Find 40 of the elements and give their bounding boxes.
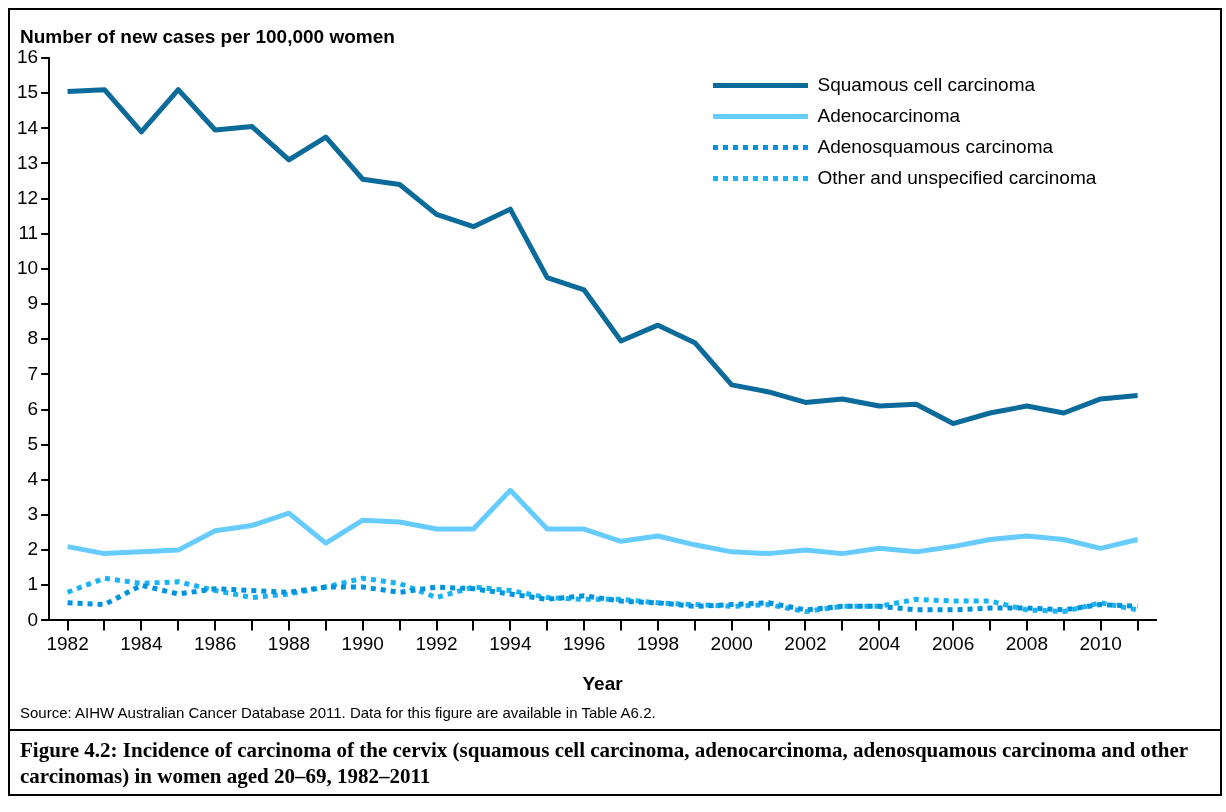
y-tick-label: 9 <box>27 292 39 314</box>
y-tick-label: 6 <box>27 397 39 419</box>
y-tick-label: 16 <box>16 46 39 68</box>
x-tick-label: 1994 <box>489 633 532 655</box>
x-tick-label: 1996 <box>562 633 606 655</box>
x-tick-label: 2000 <box>710 633 753 655</box>
y-tick-label: 0 <box>27 608 39 630</box>
x-axis-title: Year <box>582 672 624 694</box>
y-tick-label: 15 <box>16 81 39 103</box>
x-tick-label: 1982 <box>46 633 89 655</box>
text: Figure 4.2: Incidence of carcinoma of the cervix (squamous cell carcinoma, adenocarcinoma, adenosquamous carcinoma and other carcinomas) in women aged 20–69, 1982–2011 <box>10 729 1220 794</box>
x-tick-label: 2010 <box>1079 633 1122 655</box>
y-tick-label: 13 <box>16 151 39 173</box>
legend-label: Adenocarcinoma <box>817 104 961 126</box>
y-tick-label: 5 <box>27 432 39 454</box>
y-tick-label: 3 <box>27 503 39 525</box>
x-tick-label: 1984 <box>120 633 163 655</box>
y-tick-label: 14 <box>16 116 39 138</box>
x-tick-label: 1986 <box>194 633 237 655</box>
x-tick-label: 2006 <box>931 633 975 655</box>
y-tick-label: 1 <box>27 573 39 595</box>
legend-label: Other and unspecified carcinoma <box>817 166 1097 188</box>
y-tick-label: 2 <box>27 538 39 560</box>
x-tick-label: 1990 <box>341 633 384 655</box>
legend-label: Squamous cell carcinoma <box>817 73 1036 95</box>
x-tick-label: 1992 <box>415 633 458 655</box>
source-note: Source: AIHW Australian Cancer Database 2011. Data for this figure are available in Table A6.2. <box>19 703 657 723</box>
x-tick-label: 2008 <box>1005 633 1049 655</box>
y-tick-label: 11 <box>18 221 39 243</box>
x-tick-label: 1998 <box>636 633 680 655</box>
x-tick-label: 1988 <box>267 633 311 655</box>
y-tick-label: 8 <box>27 327 39 349</box>
y-axis-title: Number of new cases per 100,000 women <box>20 25 395 47</box>
x-tick-label: 2004 <box>858 633 901 655</box>
y-tick-label: 10 <box>16 257 39 279</box>
y-tick-label: 4 <box>27 468 39 490</box>
y-tick-label: 7 <box>27 362 39 384</box>
x-tick-label: 2002 <box>784 633 827 655</box>
legend-label: Adenosquamous carcinoma <box>817 135 1054 157</box>
y-tick-label: 12 <box>16 186 39 208</box>
